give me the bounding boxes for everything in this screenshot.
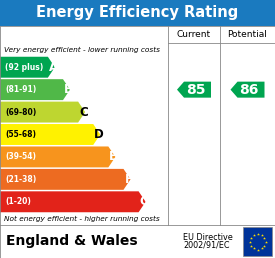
Polygon shape xyxy=(0,147,115,167)
Text: E: E xyxy=(109,150,117,163)
Bar xyxy=(0,0,275,26)
Text: B: B xyxy=(64,83,73,96)
Polygon shape xyxy=(0,102,85,123)
Text: Very energy efficient - lower running costs: Very energy efficient - lower running co… xyxy=(4,46,160,53)
Polygon shape xyxy=(0,124,100,145)
Text: (21-38): (21-38) xyxy=(5,175,36,184)
Text: F: F xyxy=(125,173,133,186)
Polygon shape xyxy=(177,82,211,98)
Text: EU Directive: EU Directive xyxy=(183,233,233,242)
Polygon shape xyxy=(0,79,70,100)
Text: (92 plus): (92 plus) xyxy=(5,63,43,72)
Text: (81-91): (81-91) xyxy=(5,85,36,94)
Polygon shape xyxy=(0,57,55,78)
Text: A: A xyxy=(49,61,58,74)
Polygon shape xyxy=(0,191,145,212)
Text: 86: 86 xyxy=(240,83,259,97)
Text: Potential: Potential xyxy=(228,30,267,39)
Text: (55-68): (55-68) xyxy=(5,130,36,139)
Polygon shape xyxy=(0,169,130,190)
Text: Not energy efficient - higher running costs: Not energy efficient - higher running co… xyxy=(4,216,160,222)
Text: D: D xyxy=(94,128,104,141)
Text: Current: Current xyxy=(177,30,211,39)
Text: C: C xyxy=(79,106,88,119)
Text: (39-54): (39-54) xyxy=(5,152,36,162)
Bar xyxy=(243,227,272,256)
Text: (69-80): (69-80) xyxy=(5,108,36,117)
Text: 2002/91/EC: 2002/91/EC xyxy=(183,241,230,250)
Polygon shape xyxy=(230,82,265,98)
Text: England & Wales: England & Wales xyxy=(6,235,138,248)
Text: (1-20): (1-20) xyxy=(5,197,31,206)
Text: Energy Efficiency Rating: Energy Efficiency Rating xyxy=(36,5,239,20)
Text: 85: 85 xyxy=(186,83,205,97)
Text: G: G xyxy=(140,195,149,208)
